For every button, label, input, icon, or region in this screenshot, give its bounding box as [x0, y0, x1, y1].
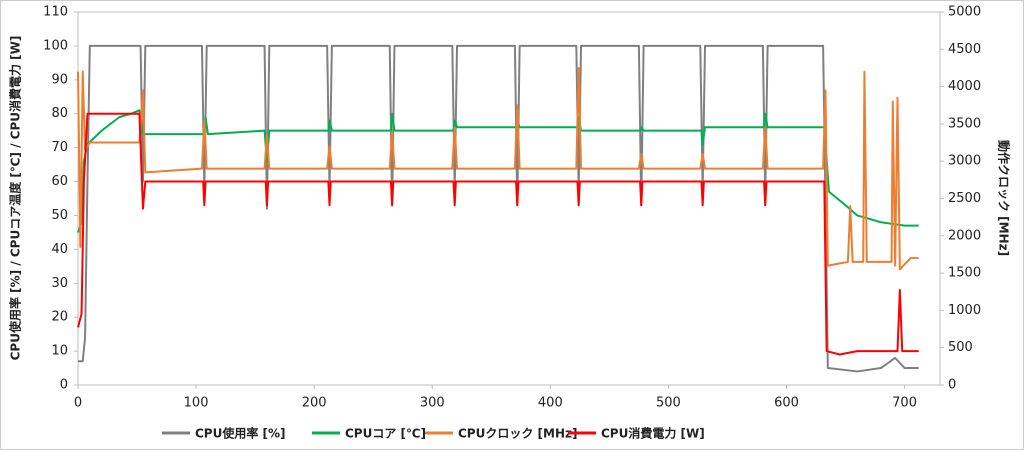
y-tick-label: 60 [51, 174, 68, 189]
y2-tick-label: 2000 [948, 228, 981, 243]
x-tick-label: 400 [538, 396, 563, 411]
y2-tick-label: 5000 [948, 5, 981, 20]
y2-tick-label: 500 [948, 340, 973, 355]
y-tick-label: 50 [51, 208, 68, 223]
y2-tick-label: 1500 [948, 266, 981, 281]
y2-tick-label: 1000 [948, 303, 981, 318]
legend-label: CPU使用率 [%] [195, 426, 286, 441]
series-line [77, 112, 919, 356]
y-tick-label: 90 [51, 72, 68, 87]
y2-tick-label: 0 [948, 378, 956, 393]
y2-tick-label: 2500 [948, 191, 981, 206]
y-tick-label: 0 [60, 378, 68, 393]
y-tick-label: 100 [43, 38, 68, 53]
y-tick-label: 10 [51, 344, 68, 359]
y-axis-label: CPU使用率 [%] / CPUコア温度 [℃] / CPU消費電力 [W] [8, 36, 23, 361]
y2-tick-label: 4500 [948, 42, 981, 57]
y-tick-label: 110 [43, 5, 68, 20]
x-tick-label: 300 [420, 396, 445, 411]
y-tick-label: 70 [51, 140, 68, 155]
series-line [78, 44, 919, 373]
y2-tick-label: 4000 [948, 79, 981, 94]
x-tick-label: 0 [74, 396, 82, 411]
x-tick-label: 600 [774, 396, 799, 411]
x-tick-label: 200 [302, 396, 327, 411]
x-tick-label: 100 [184, 396, 209, 411]
y2-tick-label: 3000 [948, 154, 981, 169]
series-line [77, 66, 919, 271]
y2-tick-label: 3500 [948, 116, 981, 131]
legend-label: CPUクロック [MHz] [458, 427, 577, 441]
legend-label: CPU消費電力 [W] [601, 426, 705, 441]
y-tick-label: 30 [51, 276, 68, 291]
y2-axis-label: 動作クロック [MHz] [997, 140, 1012, 256]
y-tick-label: 40 [51, 242, 68, 257]
y-tick-label: 80 [51, 106, 68, 121]
legend-label: CPUコア [℃] [345, 427, 426, 441]
x-tick-label: 700 [892, 396, 917, 411]
x-tick-label: 500 [656, 396, 681, 411]
y-tick-label: 20 [51, 310, 68, 325]
